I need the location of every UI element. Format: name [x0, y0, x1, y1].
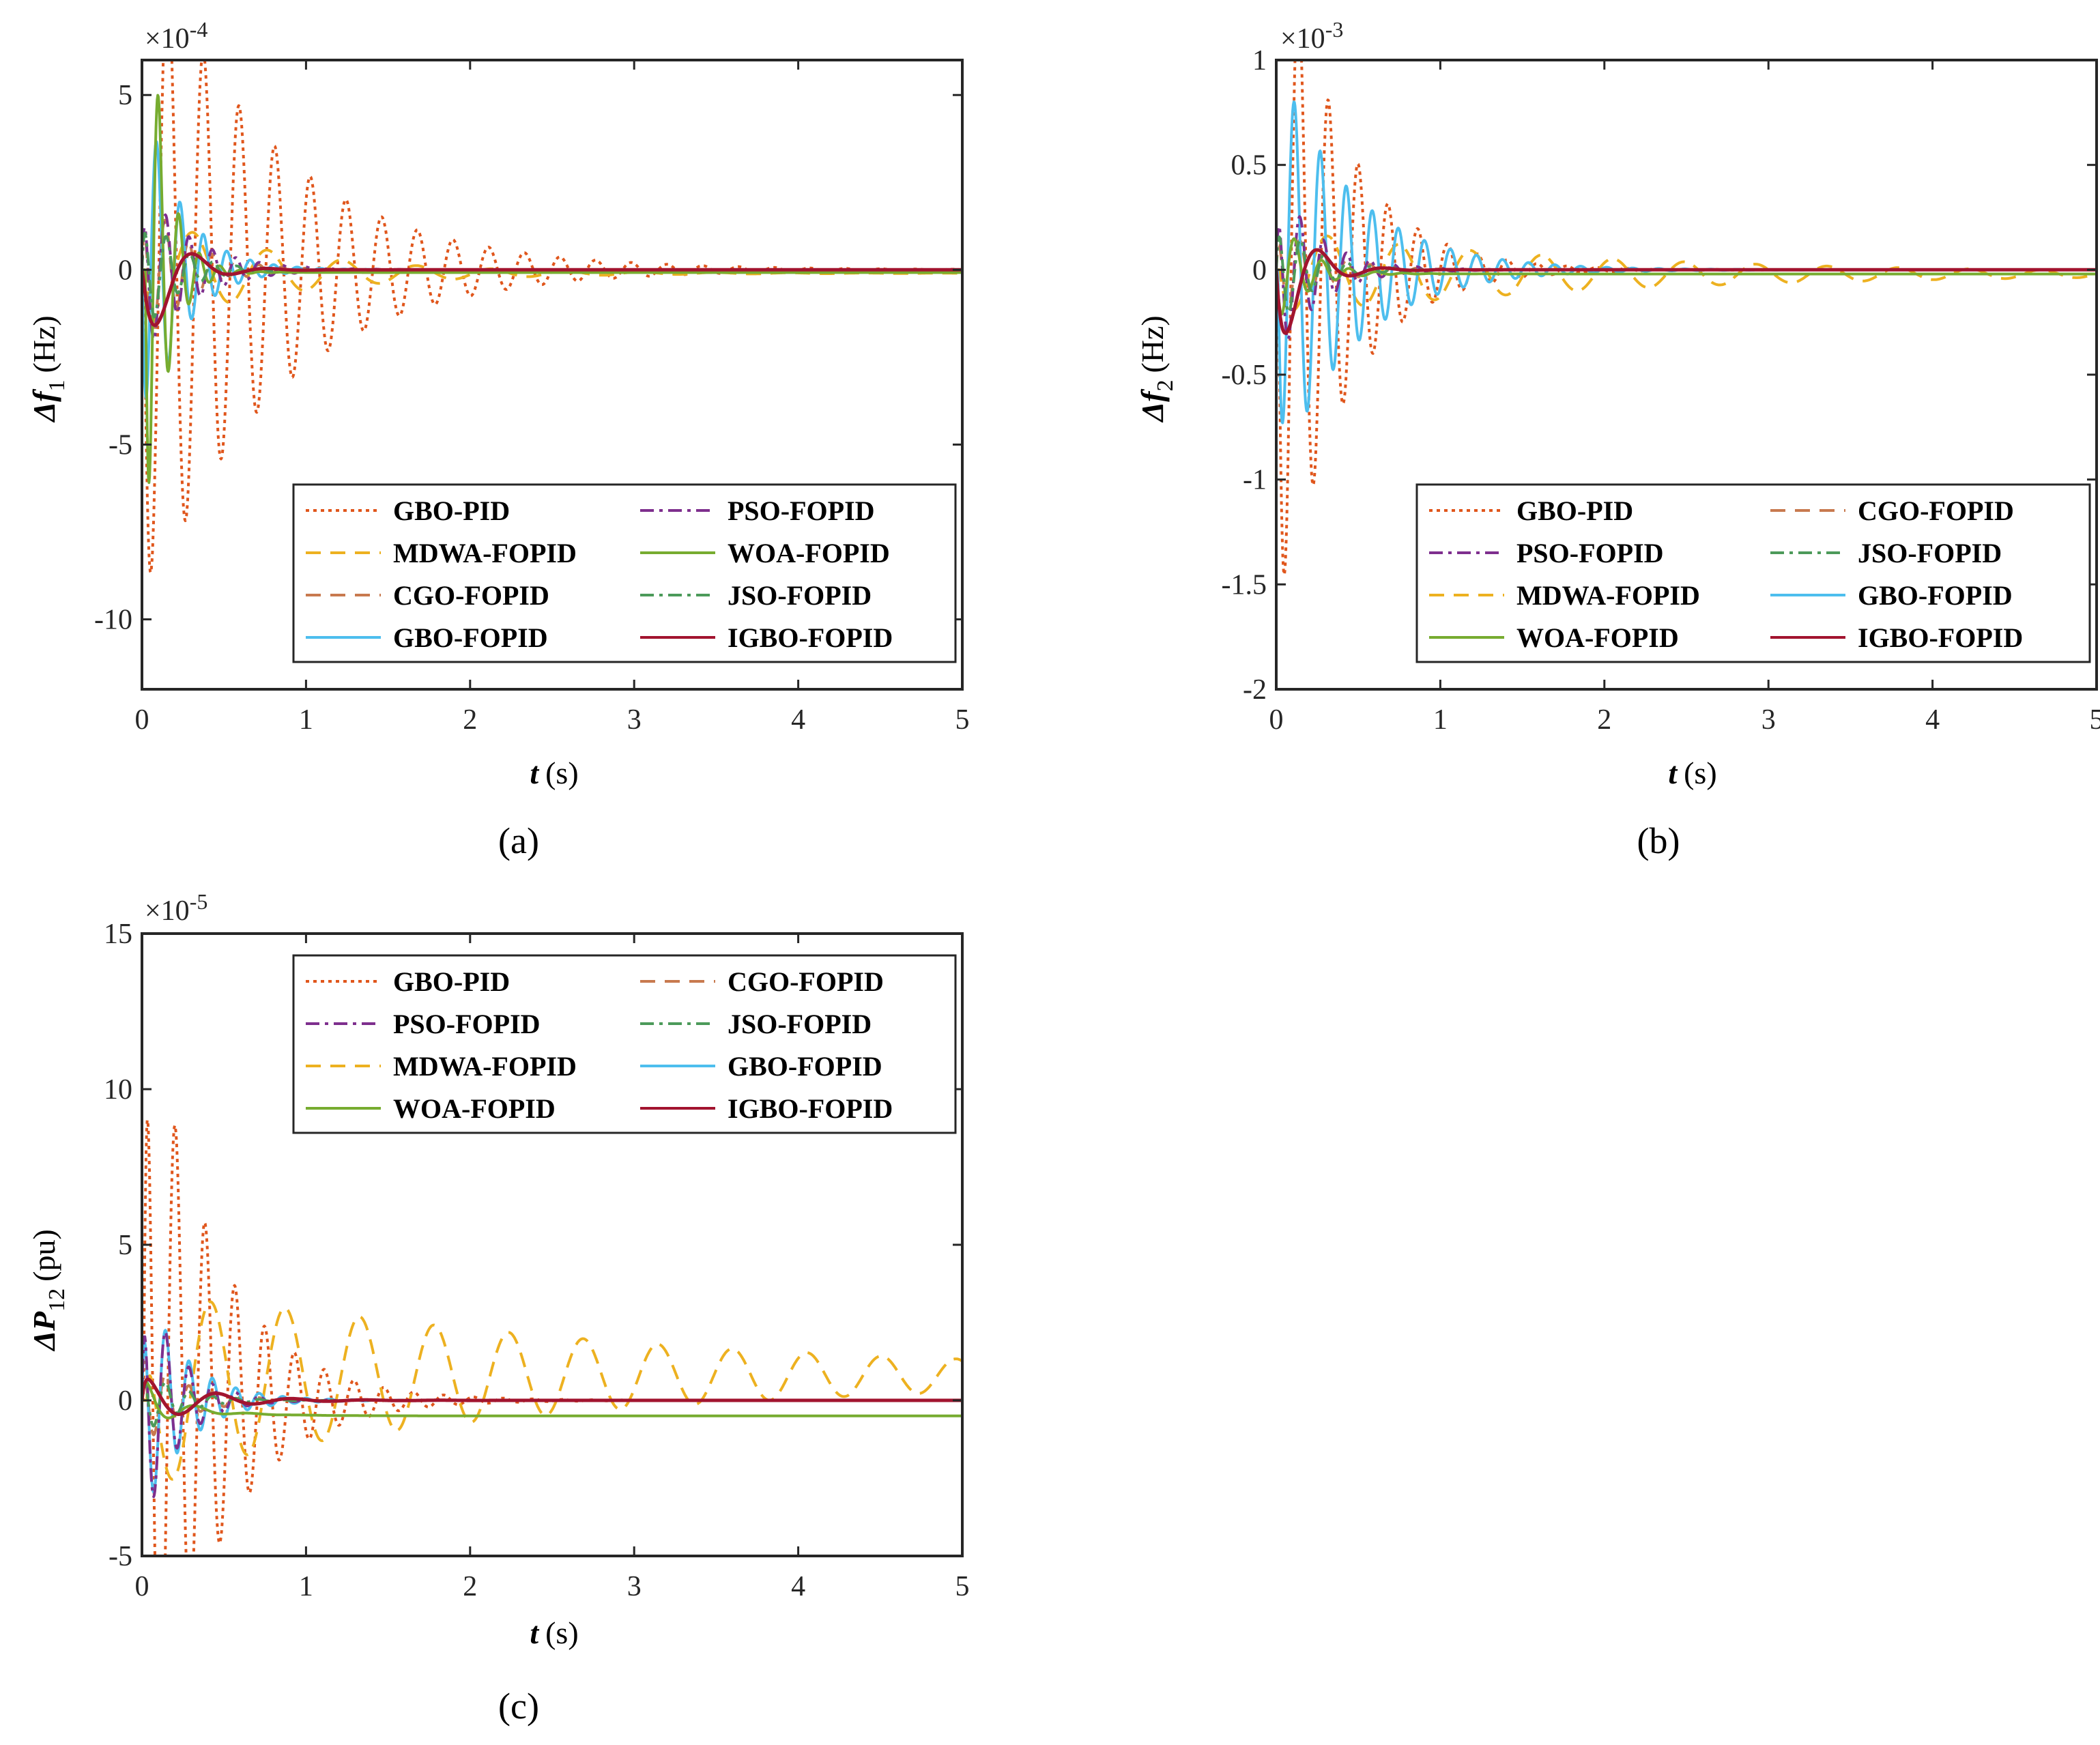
- x-axis-label-b: t (s): [1668, 755, 1716, 790]
- legend-label-a: PSO-FOPID: [728, 495, 875, 526]
- x-axis-label-c: t (s): [530, 1615, 578, 1650]
- legend-label-b: GBO-PID: [1516, 495, 1633, 526]
- legend-label-a: JSO-FOPID: [728, 580, 872, 611]
- legend-a: [292, 483, 957, 663]
- y-tick-label-a: -10: [94, 605, 132, 636]
- chart-panel-c: ×10-5 0 1 2 3 4 5151050-5GBO-PIDPSO-FOPIDMDWA…: [27, 889, 970, 1727]
- x-tick-label-b: 4: [1925, 704, 1940, 736]
- series-line-b-gbo-fopid: [1276, 100, 2097, 424]
- legend-label-b: CGO-FOPID: [1858, 495, 2014, 526]
- y-tick-label-c: 5: [118, 1230, 132, 1261]
- legend-label-b: JSO-FOPID: [1858, 538, 2002, 568]
- x-tick-label-a: 5: [955, 704, 970, 736]
- legend-label-c: IGBO-FOPID: [728, 1093, 893, 1124]
- series-line-c-gbo-pid: [142, 1119, 962, 1556]
- legend-label-c: PSO-FOPID: [393, 1009, 541, 1039]
- y-tick-label-c: 15: [104, 919, 132, 950]
- y-axis-label-a: Δf1(Hz): [27, 315, 70, 422]
- x-tick-label-a: 3: [627, 704, 642, 736]
- x-tick-label-c: 2: [463, 1571, 477, 1602]
- legend-c: [292, 954, 957, 1134]
- plot-area-b: 0 1 2 3 4 5 1 0.5 0 -0.5 -1 -1.5 -2 GBO-PID PSO-FOPID M…: [1222, 45, 2100, 736]
- panel-letter-c: (c): [498, 1686, 539, 1727]
- x-tick-label-b: 2: [1597, 704, 1611, 736]
- legend-label-b: WOA-FOPID: [1516, 622, 1679, 653]
- x-tick-label-a: 2: [463, 704, 477, 736]
- y-tick-label-a: 0: [118, 255, 132, 286]
- series-line-a-woa-fopid: [142, 93, 962, 485]
- x-tick-label-c: 5: [955, 1571, 970, 1602]
- series-line-c-mdwa-fopid: [142, 1300, 962, 1481]
- legend-label-a: GBO-FOPID: [393, 622, 548, 653]
- chart-panel-b: ×10-3 0 1 2 3 4 5 1 0.5 0 -0.5 -1 -1.5 -2 GBO-PID PSO-…: [1135, 17, 2100, 861]
- plot-area-a: 0 1 2 3 4 5 5 0 -5 -10 GBO-PID MDWA-FOPID CGO-FOPID G…: [94, 59, 970, 736]
- y-tick-label-b: 0: [1252, 255, 1267, 286]
- legend-label-a: WOA-FOPID: [728, 538, 890, 568]
- y-tick-label-b: -0.5: [1222, 360, 1267, 391]
- y-tick-label-b: 1: [1252, 45, 1267, 76]
- legend-label-c: GBO-PID: [393, 966, 510, 997]
- legend-label-a: CGO-FOPID: [393, 580, 549, 611]
- legend-label-a: IGBO-FOPID: [728, 622, 893, 653]
- chart-panel-a: ×10-4 0 1 2 3 4 5 5 0 -5 -10 GBO-PID MDWA-FOPID CGO-…: [27, 17, 970, 861]
- y-tick-label-c: -5: [109, 1541, 132, 1572]
- legend-label-c: GBO-FOPID: [728, 1051, 882, 1082]
- y-axis-label-b: Δf2(Hz): [1135, 315, 1178, 422]
- scale-exponent-b: ×10-3: [1280, 17, 1343, 55]
- x-tick-label-a: 1: [299, 704, 313, 736]
- legend-b: [1415, 483, 2091, 663]
- x-tick-label-b: 3: [1761, 704, 1776, 736]
- y-tick-label-b: -2: [1243, 674, 1267, 706]
- y-tick-label-b: -1: [1243, 465, 1267, 496]
- panel-letter-a: (a): [498, 820, 539, 861]
- series-line-b-woa-fopid: [1276, 237, 2097, 316]
- x-tick-label-c: 1: [299, 1571, 313, 1602]
- series-line-b-igbo-fopid: [1276, 248, 2097, 335]
- x-tick-label-b: 0: [1269, 704, 1284, 736]
- y-tick-label-a: -5: [109, 429, 132, 461]
- series-line-c-cgo-fopid: [142, 1372, 962, 1437]
- legend-label-c: JSO-FOPID: [728, 1009, 872, 1039]
- scale-exponent-a: ×10-4: [145, 17, 207, 55]
- axes-box-a: [141, 59, 964, 691]
- x-tick-label-b: 1: [1433, 704, 1448, 736]
- x-tick-label-a: 0: [135, 704, 149, 736]
- y-tick-label-a: 5: [118, 80, 132, 111]
- panel-letter-b: (b): [1637, 820, 1680, 861]
- y-tick-label-c: 0: [118, 1385, 132, 1417]
- legend-label-b: PSO-FOPID: [1516, 538, 1664, 568]
- series-line-a-igbo-fopid: [142, 252, 962, 327]
- legend-label-c: CGO-FOPID: [728, 966, 884, 997]
- legend-label-a: MDWA-FOPID: [393, 538, 577, 568]
- y-tick-label-c: 10: [104, 1074, 132, 1106]
- x-tick-label-c: 0: [135, 1571, 149, 1602]
- x-tick-label-b: 5: [2090, 704, 2100, 736]
- legend-label-b: MDWA-FOPID: [1516, 580, 1700, 611]
- legend-label-b: IGBO-FOPID: [1858, 622, 2023, 653]
- plot-area-c: 0 1 2 3 4 5151050-5GBO-PIDPSO-FOPIDMDWA-FOPID…: [104, 919, 970, 1602]
- y-tick-label-b: -1.5: [1222, 569, 1267, 601]
- x-tick-label-c: 3: [627, 1571, 642, 1602]
- legend-label-c: MDWA-FOPID: [393, 1051, 577, 1082]
- legend-label-c: WOA-FOPID: [393, 1093, 556, 1124]
- x-axis-label-a: t (s): [530, 755, 578, 790]
- series-line-c-igbo-fopid: [142, 1377, 962, 1416]
- y-tick-label-b: 0.5: [1231, 150, 1267, 182]
- scale-exponent-c: ×10-5: [145, 889, 207, 927]
- legend-label-b: GBO-FOPID: [1858, 580, 2013, 611]
- legend-label-a: GBO-PID: [393, 495, 510, 526]
- series-line-c-woa-fopid: [142, 1381, 962, 1419]
- x-tick-label-a: 4: [791, 704, 805, 736]
- x-tick-label-c: 4: [791, 1571, 805, 1602]
- y-axis-label-c: ΔP12(pu): [27, 1229, 70, 1352]
